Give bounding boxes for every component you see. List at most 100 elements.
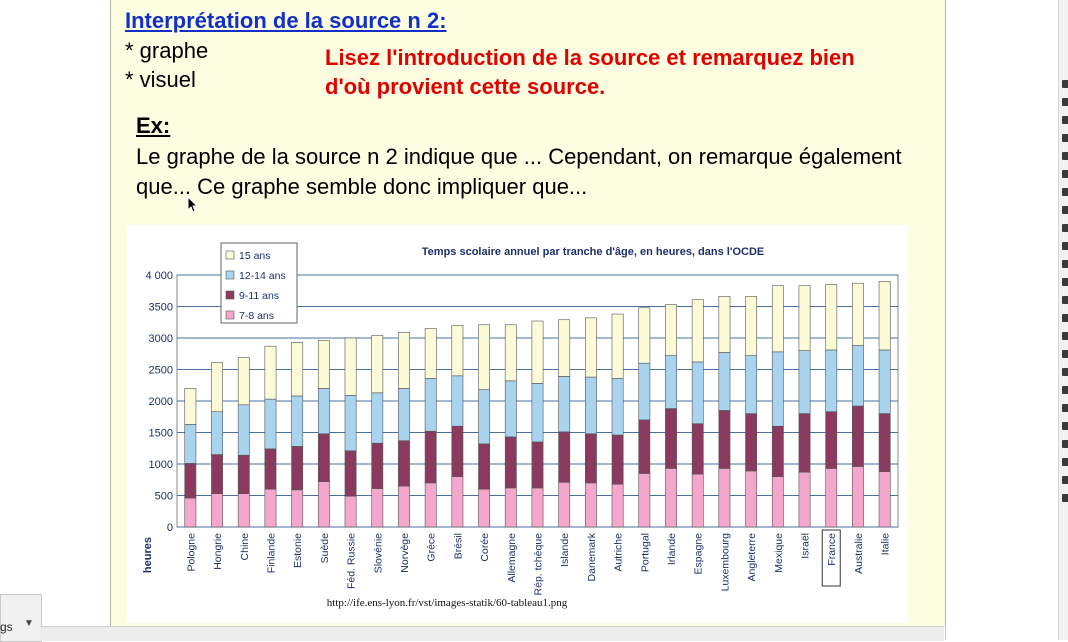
bar-segment bbox=[264, 448, 277, 490]
x-tick-label: Allemagne bbox=[506, 533, 518, 583]
bar-segment bbox=[344, 495, 357, 528]
instruction-text: Lisez l'introduction de la source et rem… bbox=[325, 45, 855, 99]
bar-segment bbox=[398, 332, 410, 389]
x-tick-label: Pologne bbox=[185, 533, 197, 572]
bar-segment bbox=[184, 388, 197, 425]
bottom-left-panel bbox=[0, 594, 42, 642]
legend-label: 9-11 ans bbox=[239, 290, 279, 302]
x-tick-label: Féd. Russie bbox=[346, 533, 358, 589]
bar-segment bbox=[344, 450, 357, 497]
bar-segment bbox=[771, 425, 784, 477]
bar-segment bbox=[451, 375, 464, 427]
bar-segment bbox=[638, 419, 651, 474]
bar-segment bbox=[371, 335, 384, 394]
right-panel bbox=[945, 0, 1068, 640]
x-tick-label: Rép. tchèque bbox=[533, 533, 545, 596]
x-tick-label: Finlande bbox=[265, 533, 277, 573]
bar-segment bbox=[611, 313, 624, 379]
bar-segment bbox=[237, 493, 250, 528]
x-tick-label: France bbox=[826, 533, 838, 566]
bar-segment bbox=[504, 487, 517, 528]
bar-segment bbox=[878, 413, 891, 472]
bar-segment bbox=[584, 482, 597, 528]
bar-segment bbox=[825, 411, 838, 469]
bottom-menu-label[interactable]: gs bbox=[0, 620, 13, 634]
source-url: http://ife.ens-lyon.fr/vst/images-statik… bbox=[327, 597, 568, 609]
bar-segment bbox=[184, 497, 197, 528]
legend-swatch bbox=[225, 250, 235, 260]
x-tick-label: Espagne bbox=[693, 533, 705, 575]
x-tick-label: Italie bbox=[880, 533, 892, 555]
dropdown-arrow-icon[interactable]: ▼ bbox=[24, 618, 34, 629]
y-tick-label: 2000 bbox=[149, 396, 173, 408]
bar-segment bbox=[531, 441, 544, 489]
y-tick-label: 500 bbox=[155, 491, 173, 503]
bar-segment bbox=[317, 481, 330, 528]
bar-segment bbox=[878, 471, 891, 528]
bar-segment bbox=[718, 352, 731, 411]
y-tick-label: 0 bbox=[167, 522, 173, 534]
chart-image: 0 500 1000 1500 2000 2500 3000 3500 4 000 Temps s… bbox=[127, 225, 908, 623]
bar-segment bbox=[745, 355, 758, 414]
legend-swatch bbox=[225, 270, 235, 280]
x-tick-label: Slovénie bbox=[372, 533, 384, 573]
bar-segment bbox=[264, 398, 277, 450]
bar-segment bbox=[424, 328, 437, 379]
bar-segment bbox=[638, 362, 651, 421]
bullet-graphe: * graphe bbox=[125, 38, 209, 63]
y-tick-label: 2500 bbox=[149, 365, 173, 377]
x-tick-label: Luxembourg bbox=[719, 533, 731, 592]
bar-segment bbox=[878, 280, 891, 351]
bar-segment bbox=[371, 488, 384, 528]
bar-segment bbox=[317, 388, 330, 435]
bar-segment bbox=[504, 380, 517, 438]
bar-segment bbox=[478, 324, 491, 390]
bar-segment bbox=[718, 296, 731, 353]
bar-segment bbox=[584, 376, 597, 435]
x-tick-label: Chine bbox=[239, 533, 251, 561]
x-tick-label: Brésil bbox=[452, 533, 464, 559]
x-tick-label: Irlande bbox=[666, 533, 678, 565]
y-tick-label: 1500 bbox=[149, 428, 173, 440]
bar-segment bbox=[291, 395, 304, 447]
x-tick-label: Hongrie bbox=[212, 533, 224, 570]
bar-segment bbox=[451, 425, 464, 477]
bar-segment bbox=[264, 345, 277, 400]
x-tick-label: Autriche bbox=[613, 533, 625, 572]
bar-segment bbox=[745, 470, 758, 528]
y-tick-label: 1000 bbox=[149, 459, 173, 471]
bar-segment bbox=[237, 404, 250, 456]
bar-segment bbox=[638, 473, 651, 528]
ex-label: Ex: bbox=[136, 113, 171, 138]
bar-segment bbox=[317, 340, 330, 389]
bar-segment bbox=[504, 436, 517, 489]
bar-segment bbox=[237, 357, 250, 406]
x-tick-label: Mexique bbox=[773, 533, 785, 573]
x-tick-label: Danemark bbox=[586, 532, 598, 581]
bullet-visuel: * visuel bbox=[125, 67, 196, 92]
bar-segment bbox=[798, 413, 811, 473]
bar-segment bbox=[825, 284, 838, 351]
x-tick-label: Angleterre bbox=[746, 533, 758, 582]
bar-segment bbox=[451, 325, 464, 377]
bar-segment bbox=[211, 411, 223, 455]
x-tick-label: Grèce bbox=[426, 533, 438, 562]
x-tick-label: Suède bbox=[319, 533, 331, 564]
bar-segment bbox=[264, 488, 277, 528]
bar-segment bbox=[771, 285, 784, 353]
bar-segment bbox=[798, 285, 811, 351]
bar-segment bbox=[478, 443, 491, 490]
bar-segment bbox=[638, 307, 651, 364]
highlight-box bbox=[821, 529, 841, 587]
bar-segment bbox=[611, 378, 624, 436]
bar-segment bbox=[691, 299, 704, 363]
bar-segment bbox=[424, 378, 437, 432]
legend-label: 12-14 ans bbox=[239, 270, 286, 282]
mouse-cursor-icon bbox=[187, 195, 199, 218]
bar-segment bbox=[478, 488, 491, 528]
bar-segment bbox=[825, 468, 838, 528]
bar-segment bbox=[317, 433, 330, 482]
bar-segment bbox=[878, 349, 891, 414]
x-tick-label: Corée bbox=[479, 533, 491, 562]
bar-segment bbox=[825, 349, 838, 413]
